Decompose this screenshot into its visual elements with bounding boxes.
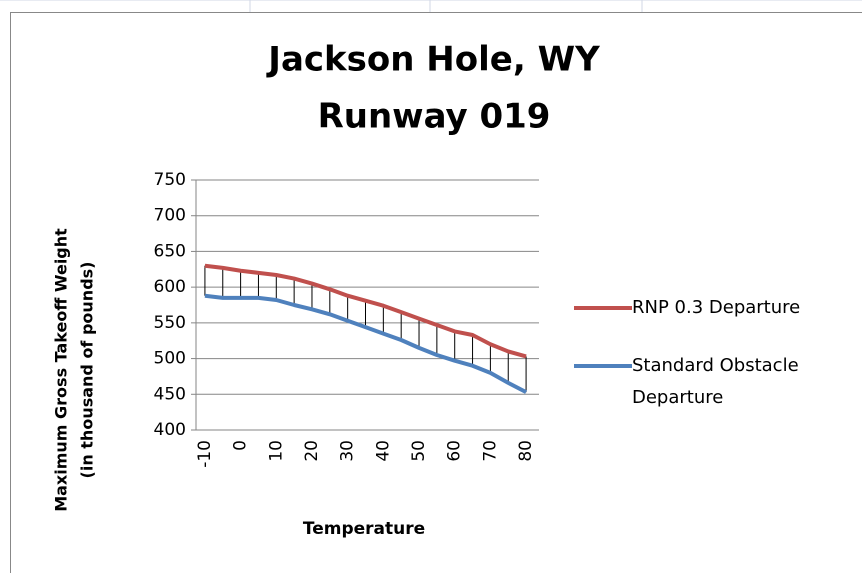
x-tick-label-group: 70 <box>480 440 500 462</box>
chart-area <box>10 12 862 573</box>
x-tick-label: 50 <box>409 440 429 462</box>
y-tick-label: 400 <box>154 420 186 440</box>
y-tick-label: 500 <box>154 349 186 369</box>
y-tick-label: 550 <box>154 313 186 333</box>
x-tick-label-group: 60 <box>445 440 465 462</box>
chart-title: Jackson Hole, WY <box>266 40 600 80</box>
y-axis-title-line: Maximum Gross Takeoff Weight <box>52 228 71 512</box>
series-line <box>204 293 528 394</box>
y-tick-label: 650 <box>154 241 186 261</box>
x-tick-label: 20 <box>302 440 322 462</box>
legend-item: Standard Obstacle Departure <box>574 350 844 414</box>
x-tick-label: -10 <box>195 440 215 468</box>
x-tick-label-group: 30 <box>338 440 358 462</box>
legend: RNP 0.3 Departure Standard Obstacle Depar… <box>574 292 844 440</box>
x-tick-label-group: 10 <box>266 440 286 462</box>
chart-title: Runway 019 <box>318 97 551 137</box>
x-tick-label: 30 <box>338 440 358 462</box>
y-tick-label: 600 <box>154 277 186 297</box>
x-tick-label: 70 <box>480 440 500 462</box>
x-tick-label-group: 50 <box>409 440 429 462</box>
x-tick-label-group: -10 <box>195 440 215 468</box>
y-tick-label: 450 <box>154 384 186 404</box>
legend-swatch <box>574 364 632 368</box>
legend-label: RNP 0.3 Departure <box>632 297 801 318</box>
legend-item: RNP 0.3 Departure <box>574 292 844 324</box>
legend-swatch <box>574 306 632 310</box>
y-tick-label: 750 <box>154 170 186 190</box>
x-axis-title: Temperature <box>303 519 425 539</box>
y-axis-title-line: (in thousand of pounds) <box>78 262 97 479</box>
x-tick-label: 60 <box>445 440 465 462</box>
x-tick-label-group: 20 <box>302 440 322 462</box>
y-axis-title: Maximum Gross Takeoff Weight (in thousan… <box>52 228 97 512</box>
x-tick-label: 10 <box>266 440 286 462</box>
legend-label: Standard Obstacle Departure <box>632 355 799 408</box>
series-line <box>204 263 527 359</box>
x-tick-label: 40 <box>373 440 393 462</box>
x-tick-label-group: 40 <box>373 440 393 462</box>
x-tick-label-group: 0 <box>231 440 251 451</box>
x-tick-label: 80 <box>516 440 536 462</box>
y-tick-label: 700 <box>154 206 186 226</box>
x-tick-label: 0 <box>231 440 251 451</box>
x-tick-label-group: 80 <box>516 440 536 462</box>
